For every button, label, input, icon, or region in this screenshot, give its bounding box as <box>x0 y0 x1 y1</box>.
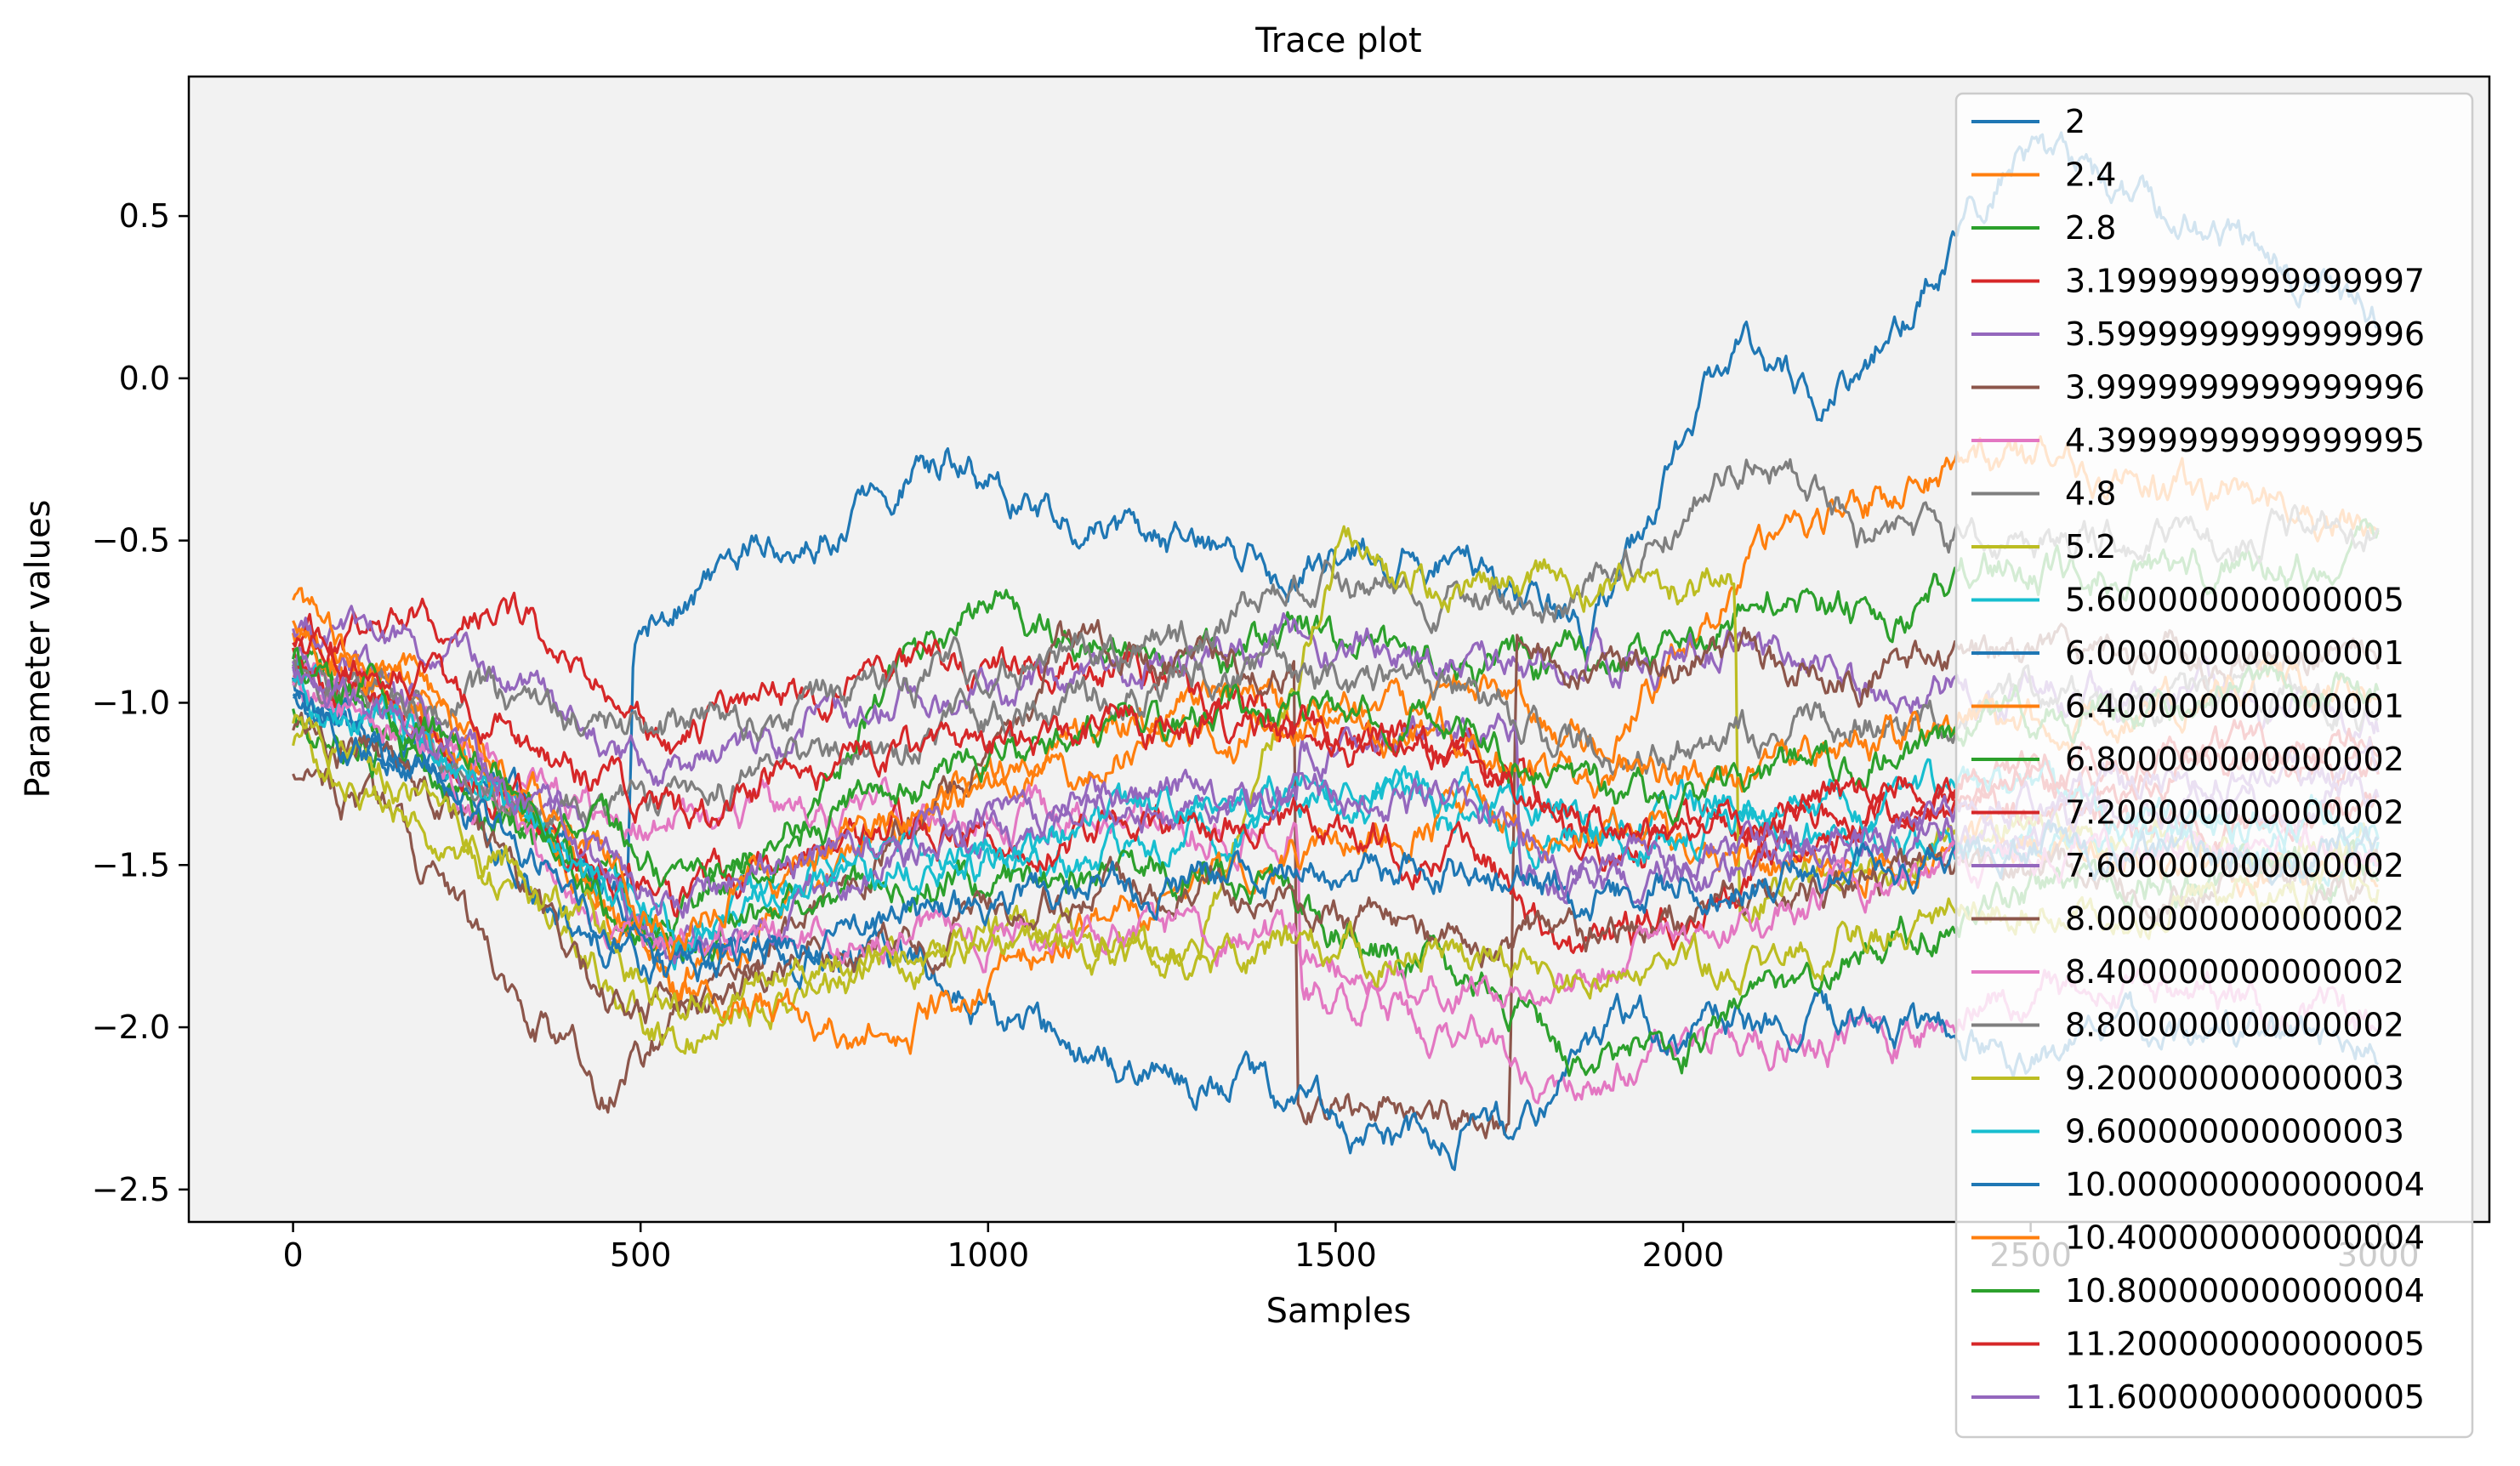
legend-label: 7.600000000000002 <box>2065 847 2404 884</box>
y-tick-label: 0.5 <box>119 197 170 235</box>
legend-label: 11.200000000000005 <box>2065 1326 2425 1363</box>
y-tick-label: −2.0 <box>92 1009 170 1046</box>
x-tick-label: 500 <box>610 1236 672 1274</box>
legend-label: 9.200000000000003 <box>2065 1060 2404 1097</box>
legend-label: 6.800000000000002 <box>2065 741 2404 778</box>
y-tick-label: −1.5 <box>92 846 170 884</box>
x-tick-label: 1000 <box>947 1236 1029 1274</box>
y-tick-label: −2.5 <box>92 1171 170 1208</box>
legend-label: 10.800000000000004 <box>2065 1272 2425 1310</box>
legend-label: 8.400000000000002 <box>2065 953 2404 991</box>
legend-label: 10.400000000000004 <box>2065 1219 2425 1257</box>
legend-frame <box>1954 92 2474 1439</box>
legend-label: 8.800000000000002 <box>2065 1007 2404 1044</box>
legend-label: 9.600000000000003 <box>2065 1113 2404 1151</box>
legend-label: 6.000000000000001 <box>2065 634 2404 672</box>
legend-label: 2.4 <box>2065 156 2116 194</box>
legend-label: 2 <box>2065 103 2085 140</box>
legend-label: 10.000000000000004 <box>2065 1166 2425 1203</box>
y-tick-label: −0.5 <box>92 522 170 560</box>
legend-label: 2.8 <box>2065 209 2116 247</box>
y-tick-label: −1.0 <box>92 684 170 721</box>
y-axis-ticks: 0.5 0.0 −0.5 −1.0 −1.5 −2.0 −2.5 <box>92 197 189 1208</box>
legend-label: 8.000000000000002 <box>2065 901 2404 938</box>
legend-label: 5.2 <box>2065 528 2116 565</box>
x-tick-label: 0 <box>282 1236 303 1274</box>
legend-label: 3.1999999999999997 <box>2065 263 2425 300</box>
y-axis-label: Parameter values <box>19 500 58 798</box>
legend-label: 11.600000000000005 <box>2065 1378 2425 1416</box>
x-tick-label: 2000 <box>1642 1236 1725 1274</box>
y-tick-label: 0.0 <box>119 360 170 397</box>
legend-label: 6.400000000000001 <box>2065 688 2404 725</box>
legend: 2 2.4 2.8 3.1999999999999997 3.5999999999999… <box>1954 92 2474 1439</box>
chart-title: Trace plot <box>1254 21 1422 60</box>
plot-frame <box>187 75 2491 1224</box>
legend-label: 3.5999999999999996 <box>2065 315 2425 353</box>
legend-label: 4.8 <box>2065 475 2116 513</box>
x-tick-label: 1500 <box>1294 1236 1377 1274</box>
x-axis-label: Samples <box>1266 1292 1412 1331</box>
legend-label: 7.200000000000002 <box>2065 794 2404 832</box>
legend-label: 5.600000000000005 <box>2065 582 2404 619</box>
legend-label: 3.9999999999999996 <box>2065 369 2425 406</box>
legend-label: 4.3999999999999995 <box>2065 422 2425 459</box>
